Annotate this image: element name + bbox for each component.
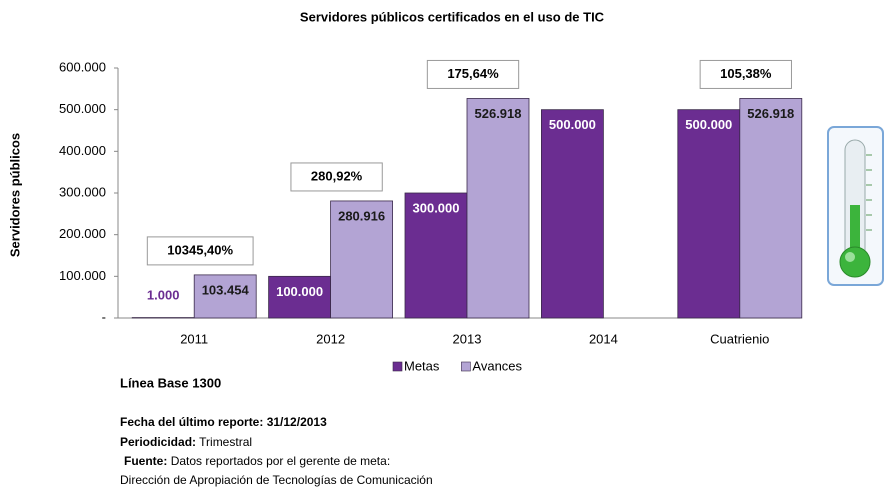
bar <box>330 200 394 319</box>
y-tick-label: 500.000 <box>59 101 106 116</box>
legend-label: Avances <box>472 358 522 373</box>
period: Periodicidad: Trimestral <box>120 435 252 449</box>
legend-label: Metas <box>404 358 440 373</box>
annotation-box <box>290 162 383 192</box>
value-label: 100.000 <box>276 284 323 299</box>
value-label: 526.918 <box>475 106 522 121</box>
y-tick-label: 600.000 <box>59 59 106 74</box>
annotation: 105,38% <box>720 66 772 81</box>
bar <box>466 98 530 319</box>
value-label: 280.916 <box>338 208 385 223</box>
thermometer-icon <box>827 126 884 286</box>
bar <box>739 98 803 319</box>
chart-title: Servidores públicos certificados en el u… <box>300 9 605 24</box>
bar <box>541 109 604 319</box>
x-tick-label: 2011 <box>180 331 208 346</box>
annotation: 175,64% <box>447 66 499 81</box>
value-label: 300.000 <box>413 200 460 215</box>
report-date: Fecha del último reporte: 31/12/2013 <box>120 415 327 429</box>
annotation-box <box>699 59 792 89</box>
y-tick-label: 400.000 <box>59 143 106 158</box>
annotation-box <box>146 236 254 266</box>
y-axis-label: Servidores públicos <box>7 133 22 257</box>
x-tick-label: Cuatrienio <box>710 331 769 346</box>
bar <box>193 274 257 319</box>
value-label: 103.454 <box>202 282 250 297</box>
legend-swatch <box>392 361 403 372</box>
source: Fuente: Datos reportados por el gerente … <box>124 454 390 468</box>
x-tick-label: 2014 <box>589 331 618 346</box>
value-label: 500.000 <box>685 117 732 132</box>
x-tick-label: 2012 <box>316 331 345 346</box>
annotation: 10345,40% <box>167 242 233 257</box>
value-label: 526.918 <box>747 106 794 121</box>
bar <box>677 109 741 319</box>
value-label: 1.000 <box>147 287 180 302</box>
annotation: 280,92% <box>311 168 363 183</box>
annotation-box <box>426 59 520 89</box>
y-tick-label: 100.000 <box>59 268 106 283</box>
source-line2: Dirección de Apropiación de Tecnologías … <box>120 473 433 487</box>
value-label: 500.000 <box>549 117 596 132</box>
baseline: Línea Base 1300 <box>120 375 221 390</box>
y-tick-label: 200.000 <box>59 226 106 241</box>
legend-swatch <box>461 361 471 372</box>
bar <box>404 192 468 319</box>
x-tick-label: 2013 <box>453 331 482 346</box>
y-tick-label: - <box>102 309 106 324</box>
y-tick-label: 300.000 <box>59 184 106 199</box>
